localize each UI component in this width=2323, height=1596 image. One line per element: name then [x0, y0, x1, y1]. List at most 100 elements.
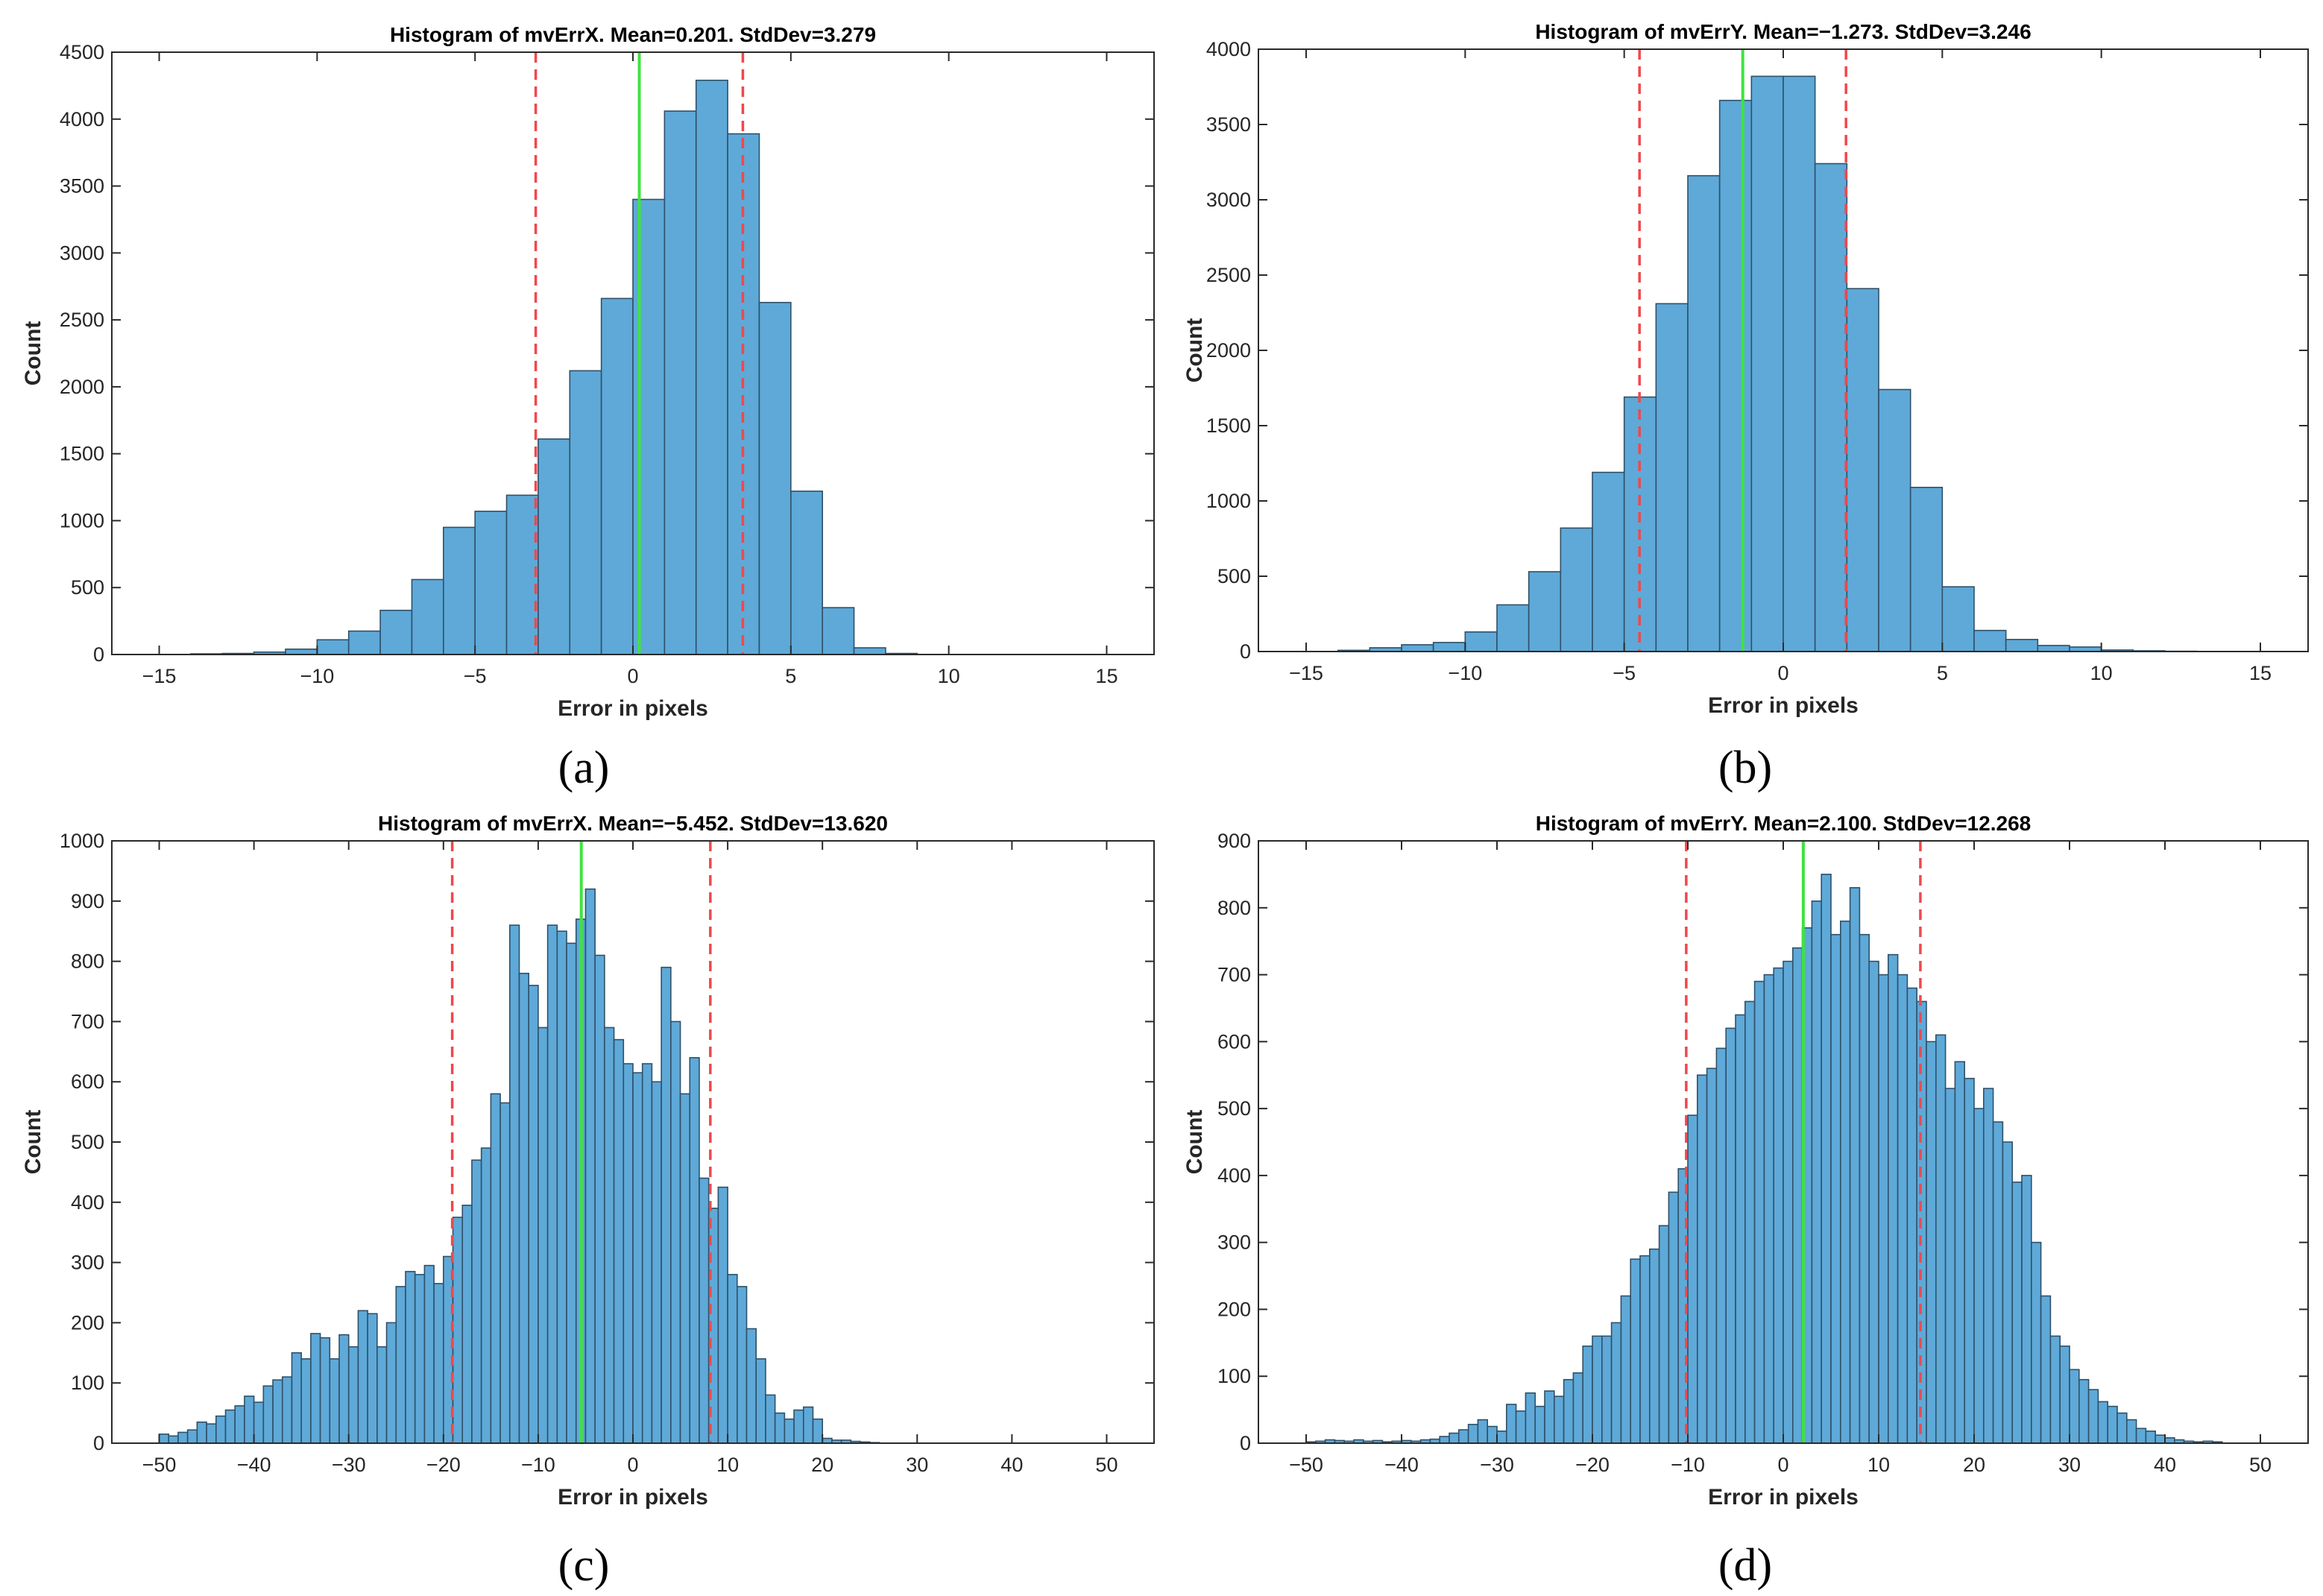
chart-d-xtick-label: 0	[1777, 1454, 1788, 1476]
chart-d-bar	[1505, 1404, 1517, 1444]
chart-c-bar	[508, 924, 520, 1444]
chart-d-bar	[1630, 1258, 1641, 1444]
chart-d-bar	[1477, 1419, 1488, 1444]
chart-c-bar	[538, 1026, 549, 1444]
chart-d-bar	[1763, 974, 1775, 1444]
chart-d-xtick-label: −50	[1289, 1454, 1323, 1476]
chart-a-ylabel: Count	[21, 321, 45, 386]
chart-c-bar	[490, 1093, 501, 1444]
chart-b-bar	[1814, 163, 1848, 652]
chart-c-bar	[158, 1433, 170, 1444]
chart-d-bar	[1449, 1432, 1460, 1444]
chart-d-bar	[1496, 1431, 1507, 1444]
chart-a-bar	[285, 649, 318, 655]
chart-d-bar	[1830, 933, 1841, 1444]
chart-c-xtick-label: −50	[142, 1454, 177, 1476]
chart-b-xtick-label: 10	[2090, 662, 2113, 684]
chart-a-ytick-label: 0	[93, 643, 104, 666]
chart-d-bar	[1878, 974, 1889, 1444]
chart-b-bar	[1750, 75, 1784, 652]
chart-b-bar	[1941, 586, 1975, 652]
chart-d-bar	[1601, 1335, 1613, 1444]
chart-a-bar	[569, 370, 602, 655]
chart-c-bar	[566, 942, 577, 1444]
chart-d-xtick-label: 10	[1867, 1454, 1890, 1476]
chart-d-bar	[1868, 960, 1879, 1444]
chart-b-ylabel: Count	[1182, 318, 1207, 383]
chart-c-bar	[433, 1283, 444, 1444]
chart-c-bar	[613, 1038, 625, 1444]
chart-d-bar	[1821, 874, 1832, 1444]
chart-b-xtick-label: 5	[1937, 662, 1948, 684]
chart-c-xtick-label: −40	[237, 1454, 271, 1476]
chart-d-bar	[2002, 1141, 2014, 1444]
chart-b-bar	[1846, 288, 1879, 652]
chart-b-ytick-label: 3500	[1206, 113, 1251, 136]
chart-a-xtick-label: 15	[1095, 665, 1118, 687]
chart-c-xtick-label: 10	[716, 1454, 739, 1476]
chart-d-bar	[2107, 1405, 2118, 1444]
chart-c-bar	[774, 1412, 786, 1444]
chart-b-ytick-label: 4000	[1206, 38, 1251, 60]
chart-c-bar	[471, 1159, 482, 1444]
chart-d-bar	[2040, 1295, 2052, 1444]
chart-c-bar	[755, 1358, 766, 1444]
chart-c-bar	[206, 1423, 217, 1444]
chart-d-xtick-label: 40	[2154, 1454, 2176, 1476]
chart-b-ytick-label: 2500	[1206, 264, 1251, 286]
chart-a-ytick-label: 3500	[60, 175, 104, 198]
chart-b-ytick-label: 1000	[1206, 490, 1251, 512]
chart-c-bar	[395, 1286, 406, 1444]
chart-c-bar	[736, 1286, 748, 1444]
chart-c-bar	[196, 1421, 207, 1444]
chart-d-ytick-label: 0	[1240, 1432, 1251, 1454]
chart-d-bar	[1973, 1108, 1985, 1444]
chart-c-bar	[234, 1405, 245, 1444]
chart-a-xtick-label: −15	[142, 665, 177, 687]
chart-d-bar	[1457, 1429, 1469, 1444]
chart-b-xtick-label: −15	[1289, 662, 1323, 684]
chart-d-bar	[1954, 1061, 1966, 1444]
chart-c-bar	[584, 888, 596, 1444]
chart-d-bar	[1944, 1088, 1956, 1444]
chart-d-xtick-label: −20	[1575, 1454, 1610, 1476]
chart-a-ytick-label: 1000	[60, 509, 104, 532]
caption-a: (a)	[558, 742, 610, 793]
chart-c-xtick-label: 0	[627, 1454, 638, 1476]
chart-d-ytick-label: 900	[1217, 830, 1251, 852]
chart-d-ytick-label: 600	[1217, 1030, 1251, 1053]
chart-c-bar	[262, 1385, 274, 1444]
chart-d-bar	[1725, 1027, 1736, 1444]
chart-d-bar	[1906, 987, 1918, 1444]
chart-c-ytick-label: 600	[71, 1070, 104, 1093]
chart-c-bar	[641, 1063, 653, 1444]
chart-d-bar	[1744, 1000, 1756, 1444]
chart-d-xtick-label: −40	[1384, 1454, 1419, 1476]
chart-c-bar	[376, 1346, 388, 1444]
chart-b-ytick-label: 1500	[1206, 414, 1251, 437]
chart-a-xlabel: Error in pixels	[558, 696, 708, 721]
chart-c-ytick-label: 0	[93, 1432, 104, 1454]
chart-a-title: Histogram of mvErrX. Mean=0.201. StdDev=…	[390, 23, 876, 46]
chart-d-bar	[1897, 974, 1908, 1444]
chart-d-bar	[1859, 933, 1870, 1444]
chart-c-ytick-label: 800	[71, 950, 104, 973]
chart-d-bar	[2049, 1335, 2061, 1444]
chart-a-bar	[790, 491, 823, 655]
chart-c-bar	[689, 1057, 700, 1444]
chart-b-xtick-label: −10	[1448, 662, 1482, 684]
chart-d-bar	[1887, 953, 1899, 1444]
chart-c-xtick-label: 50	[1095, 1454, 1118, 1476]
chart-d-xtick-label: 50	[2249, 1454, 2272, 1476]
chart-c-bar	[253, 1401, 265, 1444]
chart-c-xtick-label: 20	[811, 1454, 833, 1476]
caption-d: (d)	[1718, 1540, 1773, 1591]
chart-c-bar	[244, 1395, 255, 1444]
chart-b-ytick-label: 500	[1217, 565, 1251, 587]
chart-a-ytick-label: 4000	[60, 108, 104, 130]
chart-d-bar	[1935, 1034, 1947, 1444]
chart-a-xtick-label: −5	[464, 665, 487, 687]
chart-d-bar	[1553, 1395, 1565, 1444]
chart-d-bar	[1572, 1372, 1584, 1444]
